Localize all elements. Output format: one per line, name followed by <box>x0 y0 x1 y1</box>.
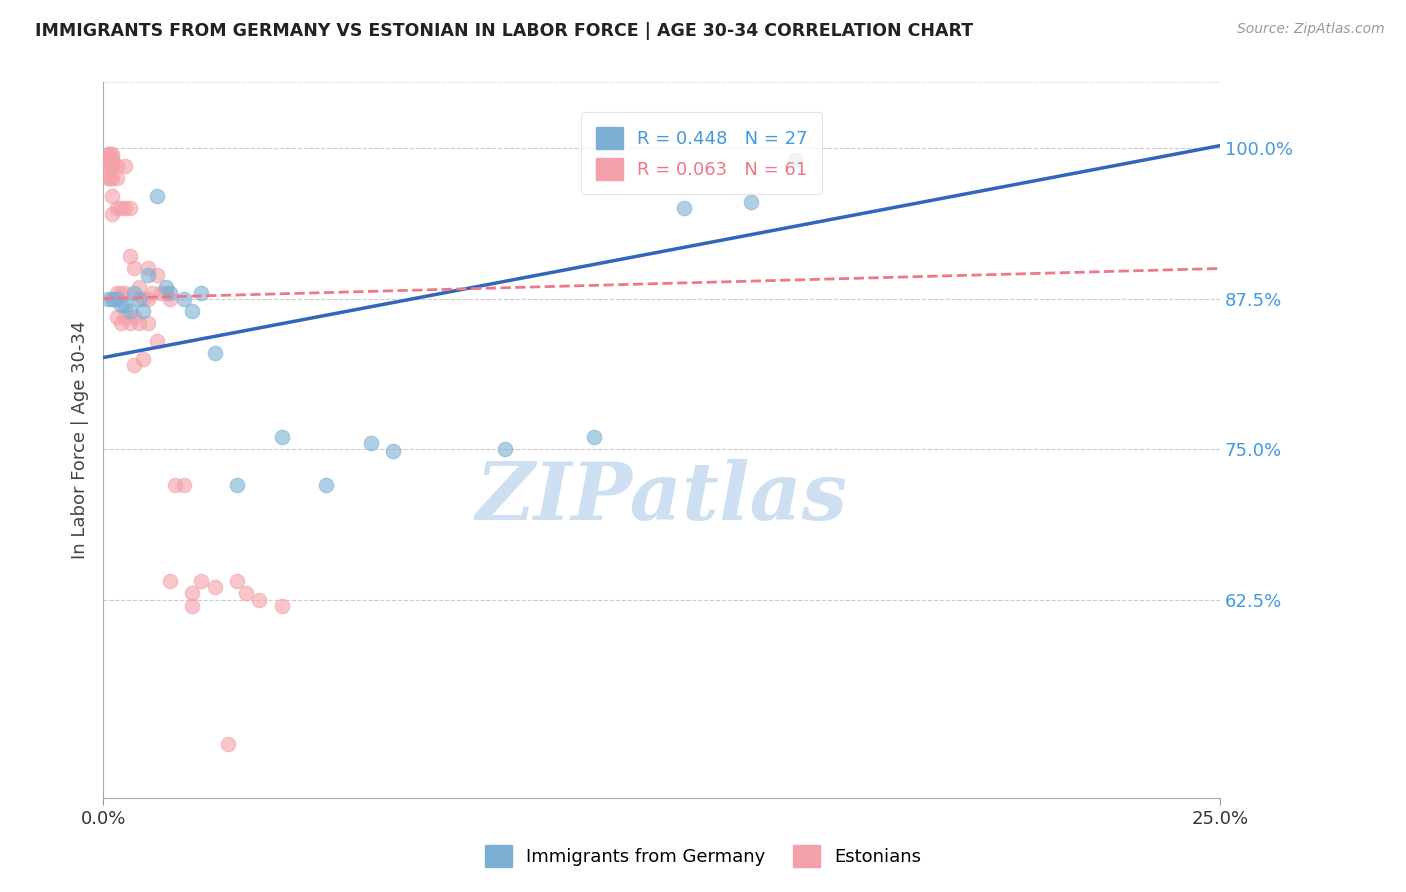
Point <box>181 586 204 600</box>
Point <box>132 303 155 318</box>
Point <box>105 171 128 186</box>
Point <box>98 153 121 168</box>
Point <box>124 285 146 300</box>
Legend: R = 0.448   N = 27, R = 0.063   N = 61: R = 0.448 N = 27, R = 0.063 N = 61 <box>581 112 823 194</box>
Point <box>101 147 124 161</box>
Point <box>98 147 121 161</box>
Point <box>105 292 128 306</box>
Point <box>97 153 120 168</box>
Point <box>382 444 405 458</box>
Point <box>110 202 132 216</box>
Point <box>190 285 212 300</box>
Point <box>204 345 226 359</box>
Point <box>136 316 159 330</box>
Point <box>94 153 117 168</box>
Point <box>159 285 181 300</box>
Point <box>124 261 146 276</box>
Point <box>110 285 132 300</box>
Point <box>173 292 195 306</box>
Point <box>159 292 181 306</box>
Point <box>136 292 159 306</box>
Point <box>128 316 150 330</box>
Point <box>124 358 146 372</box>
Text: Source: ZipAtlas.com: Source: ZipAtlas.com <box>1237 22 1385 37</box>
Point <box>740 195 762 210</box>
Point <box>118 202 141 216</box>
Point <box>136 261 159 276</box>
Point <box>583 430 606 444</box>
Point <box>315 478 337 492</box>
Point <box>110 297 132 311</box>
Point <box>97 171 120 186</box>
Point <box>128 292 150 306</box>
Point <box>132 292 155 306</box>
Point <box>128 279 150 293</box>
Point <box>217 737 239 751</box>
Point <box>114 285 136 300</box>
Point <box>173 478 195 492</box>
Point <box>101 189 124 203</box>
Point <box>101 292 124 306</box>
Point <box>110 316 132 330</box>
Point <box>114 310 136 324</box>
Point <box>105 285 128 300</box>
Point <box>101 159 124 173</box>
Point <box>235 586 257 600</box>
Point <box>98 159 121 173</box>
Point <box>155 285 177 300</box>
Point <box>226 574 249 589</box>
Point <box>101 207 124 221</box>
Point <box>155 279 177 293</box>
Text: IMMIGRANTS FROM GERMANY VS ESTONIAN IN LABOR FORCE | AGE 30-34 CORRELATION CHART: IMMIGRANTS FROM GERMANY VS ESTONIAN IN L… <box>35 22 973 40</box>
Point <box>101 151 124 165</box>
Point <box>124 310 146 324</box>
Point <box>114 297 136 311</box>
Point <box>98 171 121 186</box>
Point <box>114 202 136 216</box>
Y-axis label: In Labor Force | Age 30-34: In Labor Force | Age 30-34 <box>72 321 89 559</box>
Point <box>114 159 136 173</box>
Point <box>145 268 167 282</box>
Point <box>97 292 120 306</box>
Point <box>141 285 163 300</box>
Point <box>163 478 186 492</box>
Point <box>97 147 120 161</box>
Point <box>105 159 128 173</box>
Point <box>101 171 124 186</box>
Point <box>145 189 167 203</box>
Text: ZIPatlas: ZIPatlas <box>475 458 848 536</box>
Point <box>181 599 204 613</box>
Point <box>249 592 271 607</box>
Point <box>136 268 159 282</box>
Point <box>101 153 124 168</box>
Point <box>103 292 125 306</box>
Point <box>118 249 141 263</box>
Point <box>785 153 807 168</box>
Point <box>494 442 516 456</box>
Point <box>118 316 141 330</box>
Point <box>360 436 382 450</box>
Point <box>118 303 141 318</box>
Point <box>97 159 120 173</box>
Point <box>672 202 695 216</box>
Point <box>270 599 292 613</box>
Point <box>150 285 173 300</box>
Point <box>145 334 167 348</box>
Point <box>204 581 226 595</box>
Point <box>190 574 212 589</box>
Legend: Immigrants from Germany, Estonians: Immigrants from Germany, Estonians <box>478 838 928 874</box>
Point <box>132 351 155 366</box>
Point <box>105 310 128 324</box>
Point <box>181 303 204 318</box>
Point <box>226 478 249 492</box>
Point <box>270 430 292 444</box>
Point <box>159 574 181 589</box>
Point <box>98 155 121 169</box>
Point <box>105 202 128 216</box>
